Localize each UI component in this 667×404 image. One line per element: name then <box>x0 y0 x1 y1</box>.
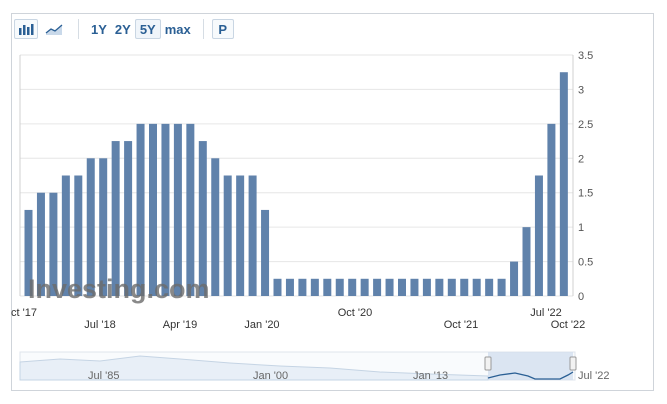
x-tick-label: Jan '20 <box>244 319 279 331</box>
navigator-left-handle[interactable] <box>484 356 492 371</box>
navigator-selection-line <box>487 371 574 380</box>
line-chart-icon[interactable] <box>42 19 66 39</box>
bar-chart-icon-glyph <box>19 24 34 35</box>
x-tick-label: Apr '19 <box>163 319 198 331</box>
bar[interactable] <box>547 123 556 296</box>
chart-toolbar: 1Y 2Y 5Y max P <box>14 18 234 40</box>
line-chart-icon-glyph <box>45 24 63 35</box>
bar-series <box>24 72 568 297</box>
toolbar-separator <box>78 19 79 39</box>
bar[interactable] <box>149 123 157 296</box>
bar[interactable] <box>510 261 519 296</box>
bar[interactable] <box>136 123 145 296</box>
bar[interactable] <box>398 278 406 296</box>
bar[interactable] <box>49 192 58 296</box>
navigator-label: Jan '00 <box>253 370 288 382</box>
bar[interactable] <box>472 278 481 296</box>
x-tick-label: Oct '21 <box>444 319 479 331</box>
y-tick-label: 1.5 <box>578 188 593 200</box>
bar[interactable] <box>522 227 531 296</box>
y-tick-label: 3.5 <box>578 50 593 62</box>
bar[interactable] <box>261 209 270 296</box>
x-tick-label: ct '17 <box>11 307 37 319</box>
bar[interactable] <box>186 123 195 296</box>
print-button[interactable]: P <box>211 19 234 39</box>
bar[interactable] <box>61 175 70 297</box>
bar[interactable] <box>198 141 207 296</box>
bar[interactable] <box>124 141 133 296</box>
bar[interactable] <box>410 278 419 296</box>
range-max-button[interactable]: max <box>164 21 191 37</box>
toolbar-separator <box>202 19 204 39</box>
x-axis: ct '17 Jul '18 Apr '19 Jan '20 Oct '20 Oct '2… <box>11 307 585 331</box>
bar[interactable] <box>173 123 182 296</box>
bar[interactable] <box>422 278 431 296</box>
navigator[interactable]: Jul '85 Jan '00 Jan '13 Jul '22 <box>19 351 609 382</box>
bar[interactable] <box>211 158 220 296</box>
x-tick-label: Jul '18 <box>84 319 115 331</box>
y-tick-label: 2 <box>578 153 584 165</box>
bar[interactable] <box>223 175 232 297</box>
navigator-label: Jul '85 <box>88 370 119 382</box>
range-2y-button[interactable]: 2Y <box>114 21 131 37</box>
bar[interactable] <box>435 278 444 296</box>
bar[interactable] <box>161 123 170 296</box>
x-tick-label: Oct '20 <box>338 307 373 319</box>
navigator-label: Jul '22 <box>578 370 609 382</box>
bar[interactable] <box>273 278 282 296</box>
bar[interactable] <box>348 278 357 296</box>
x-tick-label: Jul '22 <box>530 307 561 319</box>
x-tick-label: Oct '22 <box>551 319 586 331</box>
bar[interactable] <box>335 278 344 296</box>
bar[interactable] <box>310 278 319 296</box>
bar[interactable] <box>373 278 382 296</box>
bar[interactable] <box>460 278 469 296</box>
y-tick-label: 0 <box>578 291 584 303</box>
bar-chart-icon[interactable] <box>14 19 38 39</box>
bar[interactable] <box>360 278 369 296</box>
bar[interactable] <box>99 158 108 296</box>
bar[interactable] <box>36 192 45 296</box>
bar[interactable] <box>485 278 494 296</box>
bar[interactable] <box>385 278 394 296</box>
bar[interactable] <box>497 278 506 296</box>
bar[interactable] <box>559 72 568 296</box>
y-tick-label: 2.5 <box>578 119 593 131</box>
bar[interactable] <box>323 278 332 296</box>
navigator-right-handle[interactable] <box>569 356 577 371</box>
bar[interactable] <box>447 278 456 296</box>
investing-watermark: Investing.com <box>28 274 210 304</box>
bar[interactable] <box>24 209 33 296</box>
range-5y-button[interactable]: 5Y <box>134 19 161 39</box>
bar[interactable] <box>86 158 95 296</box>
bar[interactable] <box>236 175 245 297</box>
navigator-label: Jan '13 <box>413 370 448 382</box>
bar[interactable] <box>111 141 120 296</box>
bar[interactable] <box>534 175 543 297</box>
navigator-selection[interactable] <box>488 352 573 380</box>
y-tick-label: 3 <box>578 84 584 96</box>
y-tick-label: 1 <box>578 222 584 234</box>
y-tick-label: 0.5 <box>578 257 593 269</box>
bar[interactable] <box>285 278 294 296</box>
y-axis: 0 0.5 1 1.5 2 2.5 3 3.5 <box>578 50 593 303</box>
bar[interactable] <box>74 175 83 297</box>
bar[interactable] <box>248 175 257 297</box>
range-1y-button[interactable]: 1Y <box>91 21 107 37</box>
bar[interactable] <box>298 278 307 296</box>
